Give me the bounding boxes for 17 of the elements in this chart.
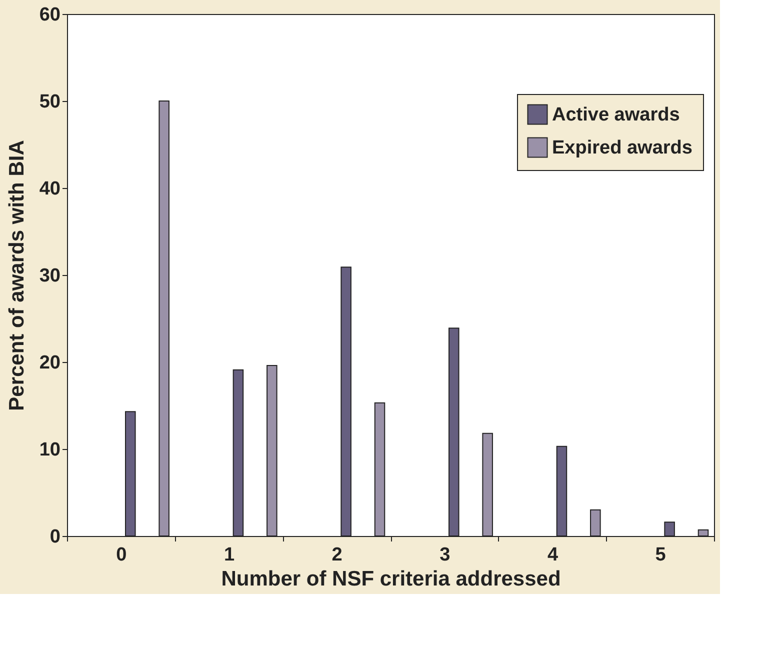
x-axis-title: Number of NSF criteria addressed [221,568,561,590]
x-tick-label: 1 [224,544,235,566]
x-tick-label: 2 [332,544,342,566]
y-tick-label: 50 [39,92,60,112]
y-tick-label: 20 [39,352,60,374]
x-tick-label: 5 [655,544,666,566]
y-tick-label: 60 [39,4,60,26]
legend-label: Active awards [552,104,680,126]
x-tick-label: 0 [116,544,127,566]
y-tick-label: 0 [50,526,60,548]
y-tick-label: 10 [39,440,60,460]
x-tick-label: 4 [547,544,558,566]
x-tick-label: 3 [440,544,450,566]
legend-label: Expired awards [552,138,692,158]
y-tick-label: 40 [39,178,60,200]
y-axis-title: Percent of awards with BIA [5,140,28,411]
y-tick-label: 30 [39,266,60,286]
